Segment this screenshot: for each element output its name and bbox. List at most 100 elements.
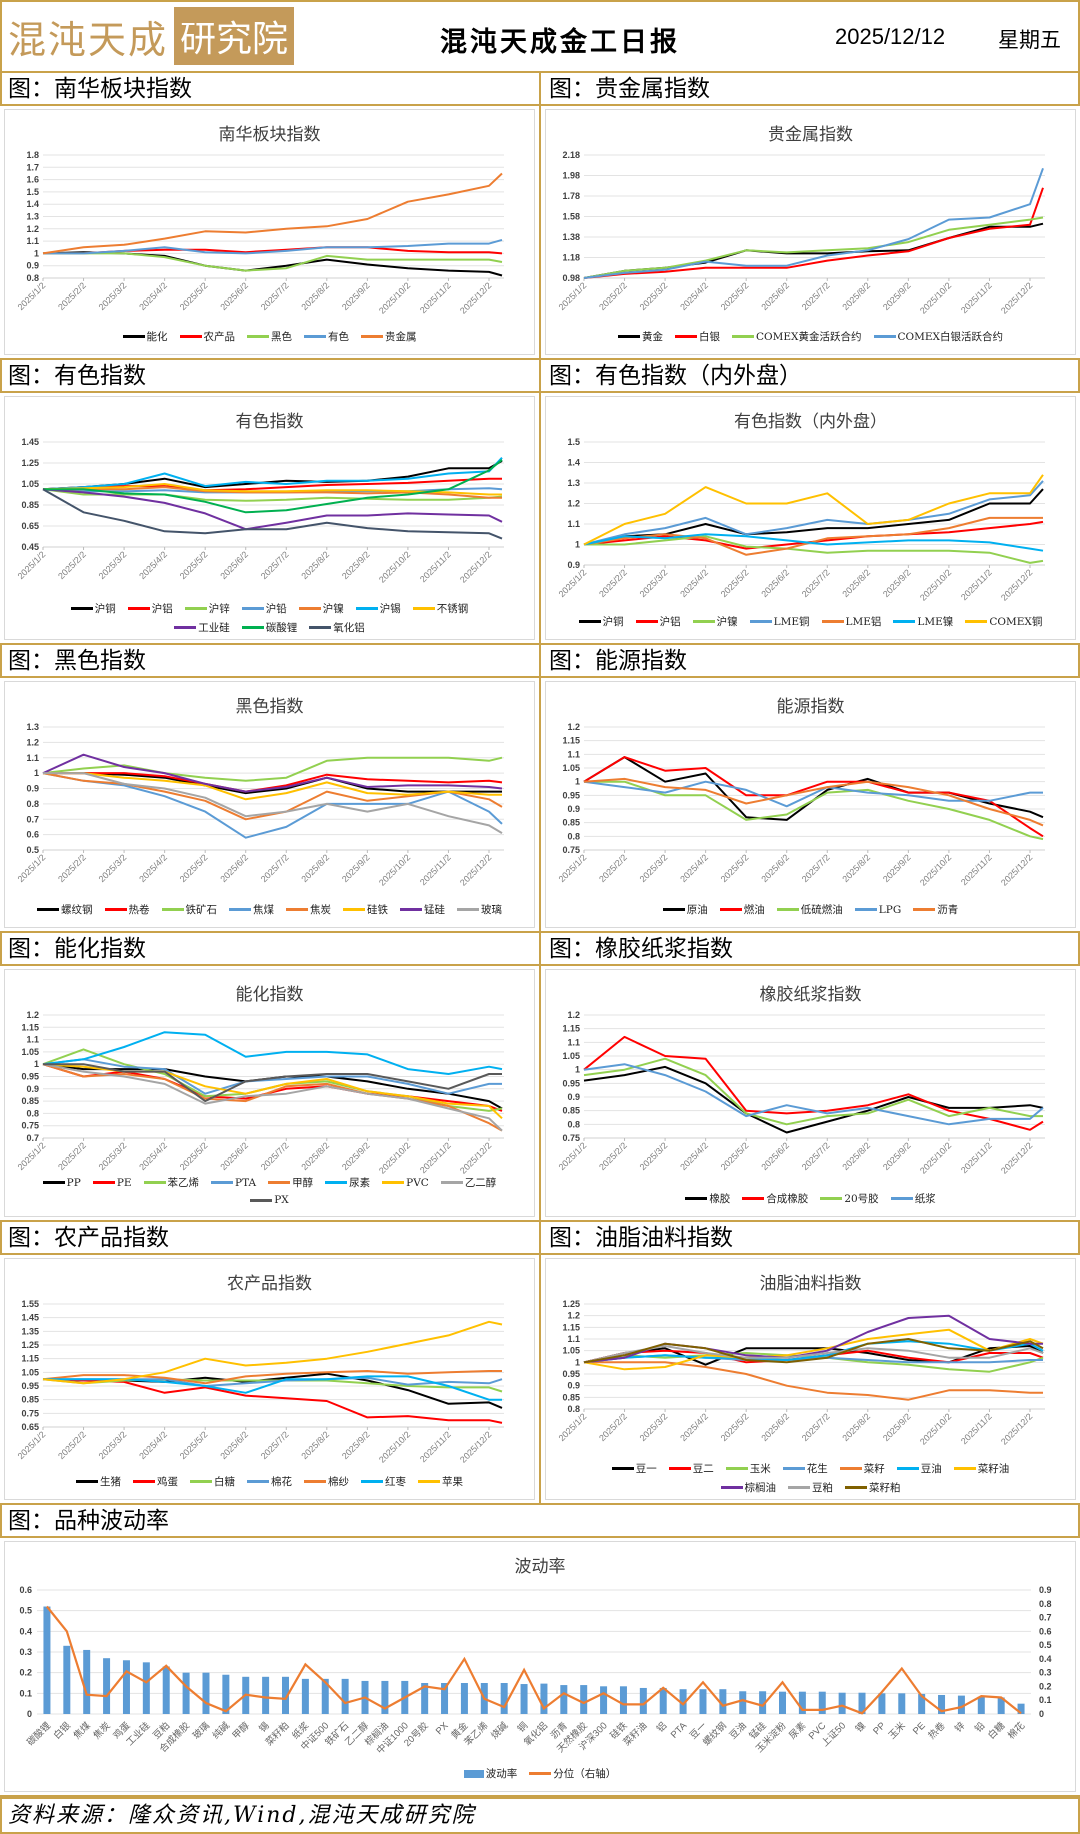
legend-item: 沪铝 (127, 601, 173, 616)
x-tick-label: 2025/5/2 (719, 280, 751, 312)
chart-legend: 橡胶 合成橡胶 20号胶 纸浆 (566, 1191, 1055, 1206)
category-label: 工业硅 (124, 1719, 153, 1748)
x-tick-label: 2025/11/2 (959, 1140, 994, 1175)
y-tick-label: 1.15 (21, 1022, 39, 1032)
legend-swatch (635, 620, 658, 623)
x-tick-label: 2025/5/2 (178, 1429, 210, 1461)
y2-tick-label: 0.1 (1039, 1695, 1052, 1705)
line-chart: 0.75 0.8 0.85 0.9 0.95 1 1.05 1.1 1.15 1.2 2025/1/… (557, 722, 1045, 888)
legend-swatch (668, 1467, 691, 1470)
volatility-bar (341, 1678, 349, 1714)
y-tick-label: 1.45 (21, 437, 39, 447)
line-chart: 0.7 0.75 0.8 0.85 0.9 0.95 1 1.05 1.1 1.15 1.2 2025… (16, 1010, 504, 1176)
y-tick-label: 0.85 (21, 1096, 39, 1106)
x-tick-label: 2025/6/2 (218, 549, 250, 581)
legend-swatch (304, 1480, 326, 1483)
legend-swatch (304, 335, 326, 338)
y-tick-label: 0.5 (26, 845, 39, 855)
legend-label: 玻璃 (481, 904, 502, 916)
line-chart: 0.8 0.850.9 0.95 11.05 1.1 1.151.2 1.25 2025/1/… (557, 1299, 1045, 1447)
chart-panel: 南华板块指数 0.8 0.9 1 1.1 1.2 1.3 1.4 1.5 1.6 1.7 1.8 202… (0, 106, 539, 360)
y-tick-label: 0.1 (19, 1688, 32, 1698)
volatility-bar (818, 1691, 826, 1714)
x-tick-label: 2025/9/2 (340, 1429, 372, 1461)
legend-label: 黑色 (271, 331, 292, 343)
category-label: 镍 (853, 1719, 869, 1735)
legend-item: COMEX铜 (965, 614, 1042, 629)
x-tick-label: 2025/6/2 (218, 1140, 250, 1172)
y-tick-label: 1 (575, 540, 580, 550)
x-tick-label: 2025/5/2 (719, 567, 751, 599)
x-tick-label: 2025/1/2 (16, 1429, 48, 1461)
legend-swatch (965, 620, 988, 623)
legend-item: PE (92, 1175, 132, 1190)
legend-label: COMEX黄金活跃合约 (755, 331, 862, 343)
legend-item: 沪铜 (70, 601, 116, 616)
y-tick-label: 1.25 (21, 458, 39, 468)
line-chart: 0.9 1 1.1 1.2 1.3 1.4 1.5 2025/1/2 2025/2/2 2025/… (557, 437, 1045, 603)
x-tick-label: 2025/9/2 (881, 567, 913, 599)
legend-label: LME铝 (845, 616, 882, 628)
x-tick-label: 2025/3/2 (638, 1411, 670, 1443)
volatility-bar (719, 1689, 727, 1714)
legend-swatch (325, 1181, 348, 1184)
legend-item: 菜籽 (839, 1461, 885, 1476)
x-tick-label: 2025/9/2 (881, 280, 913, 312)
x-tick-label: 2025/4/2 (137, 280, 169, 312)
volatility-bar (182, 1672, 190, 1714)
volatility-bar (878, 1693, 886, 1714)
legend-item: 豆粕 (788, 1480, 833, 1495)
legend-swatch (457, 908, 479, 911)
y-tick-label: 1.55 (21, 1299, 39, 1309)
y-tick-label: 1.15 (21, 1354, 39, 1364)
y-tick-label: 1.05 (562, 1051, 580, 1061)
volatility-bar (222, 1674, 230, 1714)
series-line-沪镍 (43, 486, 502, 499)
x-tick-label: 2025/6/2 (759, 280, 791, 312)
x-tick-label: 2025/11/2 (418, 1140, 453, 1175)
y-tick-label: 1.35 (21, 1326, 39, 1336)
x-tick-label: 2025/5/2 (719, 852, 751, 884)
x-tick-label: 2025/7/2 (800, 852, 832, 884)
y-tick-label: 0.85 (21, 500, 39, 510)
volatility-bar (301, 1678, 309, 1714)
legend-label: 原油 (686, 904, 708, 916)
legend-swatch (92, 1181, 115, 1184)
legend-label: PTA (235, 1176, 257, 1189)
y-tick-label: 0.85 (21, 1395, 39, 1405)
legend-label: 碳酸锂 (265, 622, 298, 634)
x-tick-label: 2025/5/2 (719, 1140, 751, 1172)
category-label: 碳酸锂 (24, 1719, 53, 1748)
chart-legend: 能化 农产品 黑色 有色 贵金属 (25, 329, 514, 344)
chart-legend: 沪铜 沪铝 沪锌 沪铅 沪镍 沪锡 不锈钢 工业硅 碳酸锂 氧化铝 (50, 601, 490, 635)
x-tick-label: 2025/2/2 (597, 567, 629, 599)
y-tick-label: 1.78 (562, 191, 580, 201)
series-line-菜籽粕 (583, 1338, 1044, 1364)
category-label: 玉米 (886, 1719, 908, 1741)
x-tick-label: 2025/9/2 (881, 1411, 913, 1443)
legend-item: 沪锌 (184, 601, 230, 616)
legend-label: 棉纱 (328, 1476, 349, 1488)
x-tick-label: 2025/3/2 (638, 280, 670, 312)
x-tick-label: 2025/10/2 (918, 852, 953, 887)
legend-swatch (440, 1181, 463, 1184)
x-tick-label: 2025/12/2 (999, 1140, 1034, 1175)
y-tick-label: 0.65 (21, 521, 39, 531)
x-tick-label: 2025/12/2 (458, 1429, 493, 1464)
x-tick-label: 2025/8/2 (840, 280, 872, 312)
x-tick-label: 2025/7/2 (259, 280, 291, 312)
series-line-贵金属 (42, 172, 503, 255)
x-tick-label: 2025/5/2 (178, 1140, 210, 1172)
legend-swatch (896, 1467, 919, 1470)
legend-label: 苯乙烯 (167, 1177, 200, 1189)
y2-tick-label: 0.6 (1039, 1626, 1052, 1636)
line-chart: 0.75 0.8 0.85 0.9 0.95 1 1.05 1.1 1.15 1.2 2025/1/… (557, 1010, 1045, 1176)
y-tick-label: 1.15 (562, 1024, 580, 1034)
volatility-bar (957, 1695, 965, 1714)
x-tick-label: 2025/3/2 (97, 1429, 129, 1461)
x-tick-label: 2025/3/2 (638, 1140, 670, 1172)
y-tick-label: 1.1 (26, 1035, 39, 1045)
y-tick-label: 1.45 (21, 1313, 39, 1323)
legend-item: 沪铝 (635, 614, 681, 629)
